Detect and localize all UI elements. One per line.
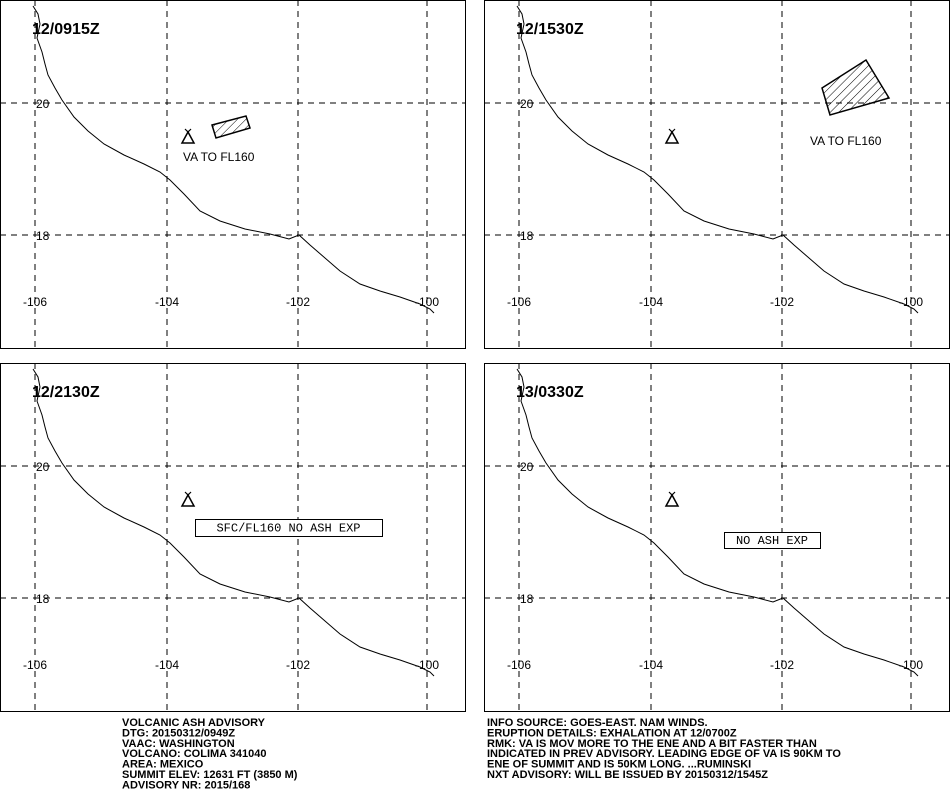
panel-title: 12/1530Z <box>516 21 584 38</box>
annotation: NO ASH EXP <box>736 534 808 548</box>
panel-frame <box>484 363 950 712</box>
advisory-line: AREA: MEXICO <box>122 759 204 771</box>
annotation: SFC/FL160 NO ASH EXP <box>216 522 360 536</box>
latitude-label: 18 <box>36 592 50 606</box>
longitude-label: -102 <box>770 295 794 309</box>
advisory-line: RMK: VA IS MOV MORE TO THE ENE AND A BIT… <box>487 738 817 750</box>
longitude-label: -104 <box>639 295 663 309</box>
longitude-label: -100 <box>415 658 439 672</box>
longitude-label: -106 <box>23 658 47 672</box>
longitude-label: -102 <box>770 658 794 672</box>
advisory-line: VAAC: WASHINGTON <box>122 738 235 750</box>
longitude-label: -104 <box>155 658 179 672</box>
panel-frame <box>0 363 466 712</box>
panel-frame <box>0 0 466 349</box>
panel-title: 13/0330Z <box>516 384 584 401</box>
advisory-line: NXT ADVISORY: WILL BE ISSUED BY 20150312… <box>487 769 768 781</box>
latitude-label: 20 <box>520 460 534 474</box>
longitude-label: -106 <box>507 658 531 672</box>
longitude-label: -100 <box>899 295 923 309</box>
latitude-label: 20 <box>36 460 50 474</box>
longitude-label: -100 <box>415 295 439 309</box>
latitude-label: 18 <box>36 229 50 243</box>
ash-area <box>821 58 891 116</box>
annotation-box <box>195 519 383 537</box>
latitude-label: 20 <box>520 97 534 111</box>
panel-title: 12/0915Z <box>32 21 100 38</box>
map-panel: -106 -104 -102 -100 20 18 13/0330Z NO ASH EXP <box>484 363 950 712</box>
longitude-label: -104 <box>639 658 663 672</box>
latitude-label: 18 <box>520 592 534 606</box>
longitude-label: -100 <box>899 658 923 672</box>
ash-area <box>211 115 251 139</box>
advisory-line: VOLCANO: COLIMA 341040 <box>122 748 266 760</box>
longitude-label: -104 <box>155 295 179 309</box>
advisory-line: ERUPTION DETAILS: EXHALATION AT 12/0700Z <box>487 727 737 739</box>
map-panel: -106 -104 -102 -100 20 18 12/1530Z VA TO FL160 <box>484 0 950 349</box>
latitude-label: 20 <box>36 97 50 111</box>
advisory-line: DTG: 20150312/0949Z <box>122 727 235 739</box>
advisory-line: INFO SOURCE: GOES-EAST. NAM WINDS. <box>487 717 708 729</box>
annotation-box <box>724 532 821 549</box>
longitude-label: -106 <box>23 295 47 309</box>
longitude-label: -106 <box>507 295 531 309</box>
advisory-line: INDICATED IN PREV ADVISORY. LEADING EDGE… <box>487 748 841 760</box>
panel-title: 12/2130Z <box>32 384 100 401</box>
latitude-label: 18 <box>520 229 534 243</box>
annotation: VA TO FL160 <box>183 150 255 164</box>
advisory-line: SUMMIT ELEV: 12631 FT (3850 M) <box>122 769 298 781</box>
annotation: VA TO FL160 <box>810 134 882 148</box>
advisory-line: ADVISORY NR: 2015/168 <box>122 779 250 791</box>
advisory-line: ENE OF SUMMIT AND IS 50KM LONG. ...RUMIN… <box>487 759 751 771</box>
advisory-line: VOLCANIC ASH ADVISORY <box>122 717 266 729</box>
map-panel: -106 -104 -102 -100 20 18 12/0915Z VA TO FL160 <box>0 0 466 349</box>
longitude-label: -102 <box>286 658 310 672</box>
map-panel: -106 -104 -102 -100 20 18 12/2130Z SFC/FL160 NO… <box>0 363 466 712</box>
longitude-label: -102 <box>286 295 310 309</box>
panel-frame <box>484 0 950 349</box>
